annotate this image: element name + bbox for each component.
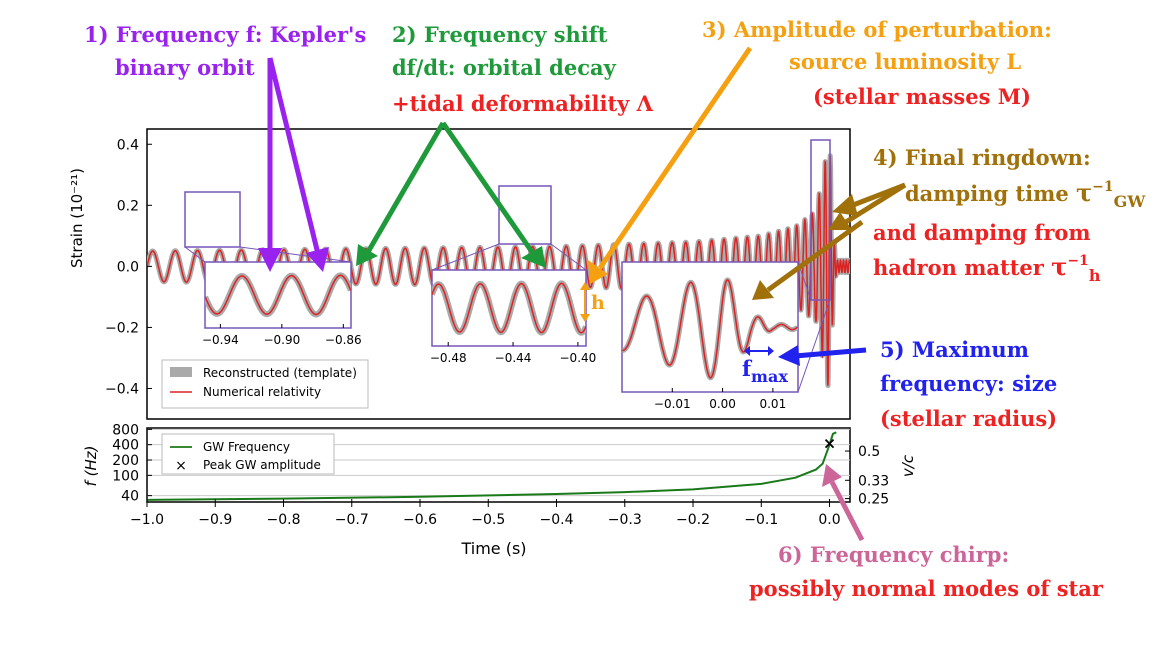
- time-axis-label: Time (s): [460, 539, 526, 558]
- inset-3: −0.01 0.00 0.01: [621, 261, 799, 411]
- inset-x-tick-label: −0.40: [560, 351, 597, 365]
- inset-1: −0.94 −0.90 −0.86: [202, 261, 362, 347]
- y-tick-label: −0.2: [105, 320, 139, 336]
- right-tick-label: 0.25: [858, 492, 889, 508]
- annotation-5-line2: frequency: size: [880, 371, 1057, 396]
- freq-y-tick-label: 40: [121, 489, 139, 505]
- annotation-5-line1: 5) Maximum: [880, 337, 1029, 362]
- freq-y-tick-label: 200: [112, 453, 139, 469]
- annotation-1-line1: 1) Frequency f: Kepler's: [84, 22, 366, 47]
- nr-waveform: [205, 274, 351, 316]
- annotation-3-line2: source luminosity L: [789, 49, 1021, 74]
- zoom-box-3: [810, 139, 831, 301]
- annotation-6-line1: 6) Frequency chirp:: [778, 542, 1009, 567]
- right-tick-label: 0.5: [858, 444, 880, 460]
- y-tick-label: 0.0: [117, 259, 139, 275]
- annotation-4-line4: hadron matter τ−1h: [873, 252, 1101, 285]
- inset-x-tick-label: −0.94: [202, 333, 239, 347]
- legend-label-nr: Numerical relativity: [203, 385, 321, 399]
- h-amplitude-label: h: [591, 292, 605, 314]
- inset-x-tick-label: 0.01: [759, 397, 786, 411]
- inset-x-tick-label: 0.00: [709, 397, 736, 411]
- x-tick-label: −0.8: [267, 512, 301, 528]
- freq-x-ticks: −1.0 −0.9 −0.8 −0.7 −0.6 −0.5 −0.4 −0.3 −0.2 −0.1…: [130, 499, 841, 528]
- annotation-4-line3: and damping from: [873, 220, 1091, 245]
- strain-panel: 0.4 0.2 0.0 −0.2 −0.4 Strain (10⁻²¹) Reconst…: [68, 128, 851, 420]
- annotation-3-line3: (stellar masses M): [813, 84, 1031, 109]
- annotation-5-line3: (stellar radius): [880, 406, 1057, 431]
- strain-legend: Reconstructed (template) Numerical relat…: [161, 359, 369, 409]
- strain-y-ticks: 0.4 0.2 0.0 −0.2 −0.4: [105, 137, 152, 397]
- x-tick-label: 0.0: [818, 512, 840, 528]
- x-tick-label: −1.0: [130, 512, 164, 528]
- annotation-3-line1: 3) Amplitude of perturbation:: [702, 17, 1052, 42]
- right-tick-label: 0.33: [858, 473, 889, 489]
- annotation-4-line1: 4) Final ringdown:: [873, 145, 1091, 170]
- freq-right-ticks: 0.5 0.33 0.25: [845, 444, 889, 508]
- legend-label-peak: Peak GW amplitude: [203, 458, 321, 472]
- x-tick-label: −0.6: [403, 512, 437, 528]
- y-tick-label: 0.2: [117, 198, 139, 214]
- inset-x-tick-label: −0.01: [654, 397, 691, 411]
- x-tick-label: −0.7: [335, 512, 369, 528]
- annotation-2-line1: 2) Frequency shift: [392, 22, 608, 47]
- freq-y-tick-label: 400: [112, 438, 139, 454]
- y-tick-label: 0.4: [117, 137, 139, 153]
- peak-amplitude-marker: [824, 438, 835, 449]
- y-tick-label: −0.4: [105, 381, 139, 397]
- legend-label-gw-frequency: GW Frequency: [203, 440, 290, 454]
- freq-y-axis-label: f (Hz): [82, 446, 100, 487]
- x-tick-label: −0.2: [676, 512, 710, 528]
- annotation-arrows: [258, 46, 907, 542]
- fmax-label: fmax: [742, 356, 788, 386]
- zoom-box-1: [184, 191, 241, 248]
- inset-x-tick-label: −0.44: [495, 351, 532, 365]
- inset-x-tick-label: −0.48: [430, 351, 467, 365]
- nr-waveform: [622, 279, 798, 379]
- strain-y-axis-label: Strain (10⁻²¹): [68, 168, 86, 268]
- annotation-2-line2: df/dt: orbital decay: [392, 55, 617, 80]
- freq-y-tick-label: 800: [112, 422, 139, 438]
- inset-2: −0.48 −0.44 −0.40: [430, 269, 597, 365]
- annotation-6-line2: possibly normal modes of star: [749, 576, 1104, 601]
- freq-right-axis-label: v/c: [899, 454, 917, 477]
- annotation-2-line3: +tidal deformability Λ: [392, 91, 654, 116]
- freq-y-tick-label: 100: [112, 468, 139, 484]
- inset-x-tick-label: −0.86: [325, 333, 362, 347]
- nr-waveform: [432, 282, 586, 334]
- legend-label-template: Reconstructed (template): [203, 366, 357, 380]
- annotation-1-line2: binary orbit: [115, 55, 255, 80]
- x-tick-label: −0.5: [471, 512, 505, 528]
- x-tick-label: −0.1: [744, 512, 778, 528]
- legend-swatch-template: [170, 367, 192, 377]
- annotation-text: 1) Frequency f: Kepler's binary orbit 2)…: [84, 17, 1146, 601]
- x-tick-label: −0.4: [540, 512, 574, 528]
- legend-marker-x: ×: [175, 458, 187, 474]
- x-tick-label: −0.9: [198, 512, 232, 528]
- annotation-4-line2: damping time τ−1GW: [905, 178, 1146, 211]
- inset-x-tick-label: −0.90: [263, 333, 300, 347]
- x-tick-label: −0.3: [608, 512, 642, 528]
- freq-legend: GW Frequency × Peak GW amplitude: [161, 433, 335, 475]
